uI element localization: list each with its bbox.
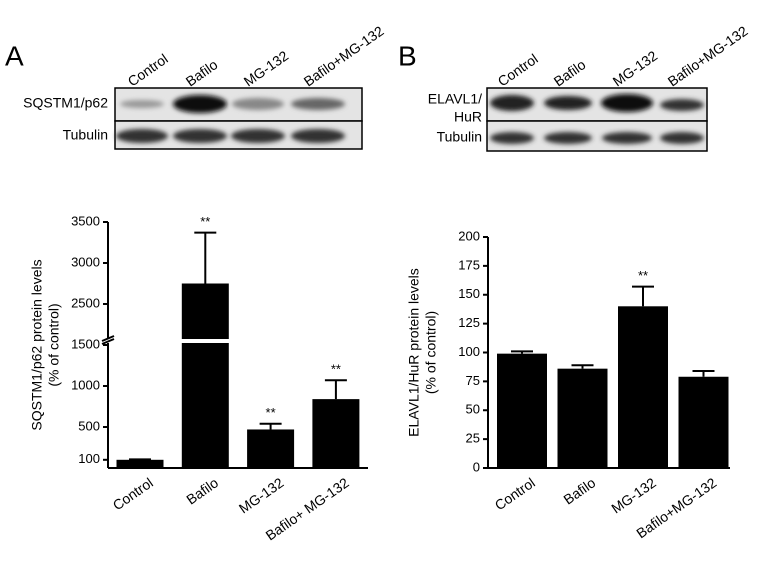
axis-break (101, 335, 115, 342)
lane-label: MG-132 (241, 47, 292, 89)
bar (497, 353, 547, 468)
y-tick-label: 500 (78, 418, 100, 433)
lane-label: Control (125, 50, 171, 89)
x-tick-label: MG-132 (608, 474, 659, 516)
significance: ** (266, 405, 276, 420)
row-label: ELAVL1/ (428, 91, 482, 107)
y-axis-label: SQSTM1/p62 protein levels (29, 259, 45, 430)
bar (557, 368, 608, 468)
bar (181, 283, 229, 468)
x-tick-label: Bafilo (183, 474, 221, 507)
y-tick-label: 0 (473, 459, 480, 474)
row-label: HuR (454, 109, 482, 125)
row-label: Tubulin (63, 127, 108, 143)
lane-label: Bafilo (551, 56, 589, 89)
panel-letter: A (5, 40, 24, 71)
blot-bands (490, 94, 704, 144)
y-tick-label: 3000 (71, 254, 100, 269)
axis-break (101, 338, 115, 345)
row-label: Tubulin (437, 129, 482, 145)
y-tick-label: 100 (78, 451, 100, 466)
y-tick-label: 1000 (71, 377, 100, 392)
significance: ** (638, 268, 648, 283)
bar (116, 459, 164, 468)
y-axis-label: (% of control) (423, 311, 439, 394)
significance: ** (200, 214, 210, 229)
bar (312, 399, 360, 468)
bar (247, 429, 295, 468)
y-tick-label: 150 (458, 286, 480, 301)
x-tick-label: MG-132 (236, 474, 287, 516)
lane-label: Bafilo+MG-132 (301, 22, 387, 89)
lane-label: MG-132 (610, 47, 661, 89)
y-tick-label: 2500 (71, 295, 100, 310)
y-axis-label: ELAVL1/HuR protein levels (406, 268, 422, 437)
y-tick-label: 3500 (71, 213, 100, 228)
y-tick-label: 25 (466, 431, 480, 446)
y-tick-label: 175 (458, 257, 480, 272)
x-tick-label: Control (492, 474, 538, 513)
y-tick-label: 200 (458, 228, 480, 243)
axis-break-gap (180, 339, 230, 343)
x-tick-label: Control (110, 474, 156, 513)
significance: ** (331, 362, 341, 377)
lane-label: Control (495, 50, 541, 89)
y-tick-label: 50 (466, 402, 480, 417)
panel-letter: B (398, 40, 417, 71)
y-tick-label: 125 (458, 315, 480, 330)
lane-label: Bafilo (183, 56, 221, 89)
lane-label: Bafilo+MG-132 (665, 22, 751, 89)
y-tick-label: 75 (466, 373, 480, 388)
y-axis-label: (% of control) (46, 303, 62, 386)
bar (678, 376, 729, 468)
y-tick-label: 100 (458, 344, 480, 359)
blot-bands (116, 95, 345, 143)
row-label: SQSTM1/p62 (23, 95, 108, 111)
bar (618, 306, 668, 468)
x-tick-label: Bafilo (560, 474, 598, 507)
y-tick-label: 1500 (71, 336, 100, 351)
